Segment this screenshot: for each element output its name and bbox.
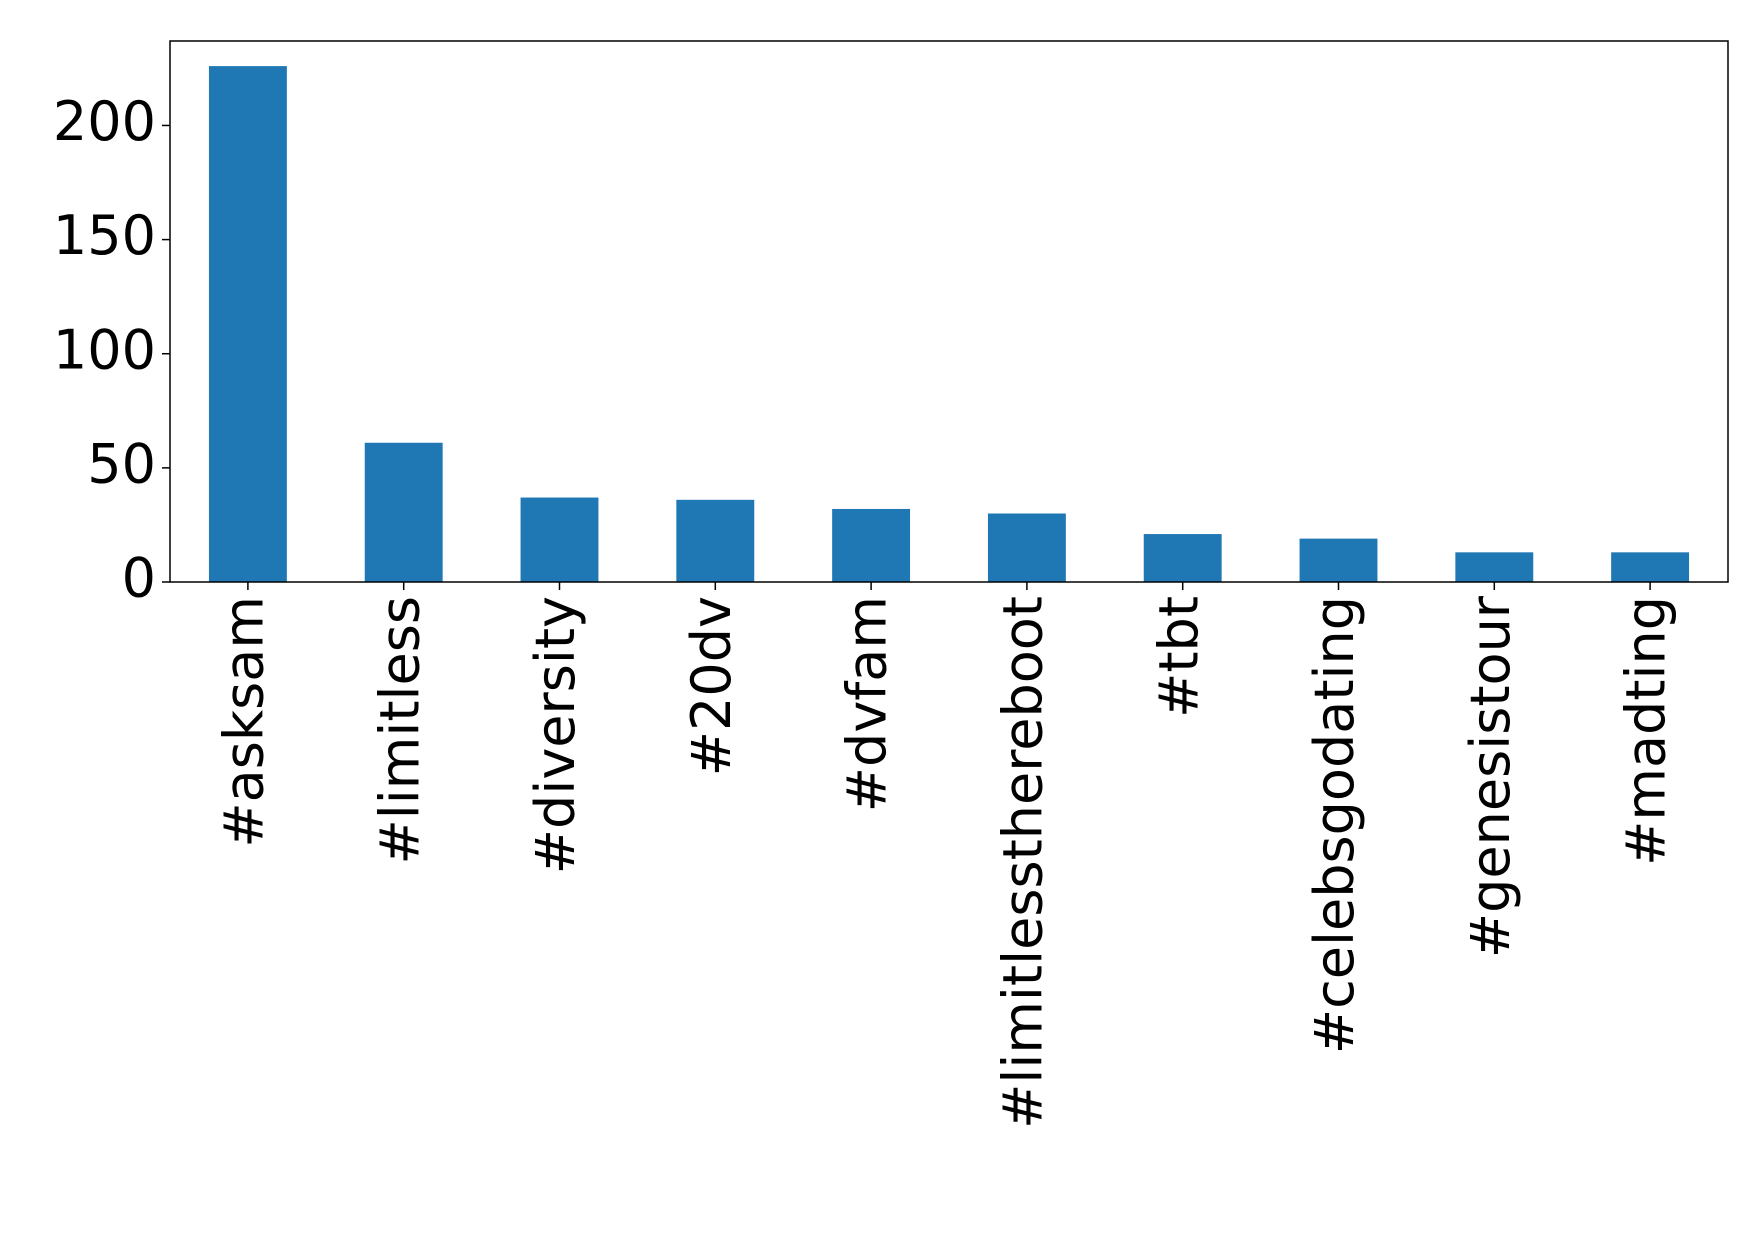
bar xyxy=(1455,552,1534,582)
x-tick-label: #genesistour xyxy=(1459,595,1522,958)
x-tick-label: #tbt xyxy=(1147,596,1210,718)
y-tick-label: 150 xyxy=(53,204,156,267)
bar xyxy=(1611,552,1690,582)
bar xyxy=(208,66,287,583)
x-tick-label: #dvfam xyxy=(836,596,899,812)
x-tick-label: #20dv xyxy=(680,596,743,776)
bar xyxy=(987,513,1066,582)
bar xyxy=(832,508,911,582)
y-tick-label: 50 xyxy=(87,433,156,496)
x-tick-label: #diversity xyxy=(524,596,587,874)
bar xyxy=(1143,534,1222,582)
y-tick-label: 0 xyxy=(122,547,156,610)
x-tick-label: #madting xyxy=(1615,596,1678,866)
plot-frame xyxy=(169,40,1729,583)
bar xyxy=(520,497,599,582)
x-tick-label: #limitlessthereboot xyxy=(992,596,1055,1129)
x-tick-label: #asksam xyxy=(213,596,276,848)
x-tick-label: #limitless xyxy=(368,596,431,865)
bar xyxy=(1299,538,1378,582)
bar xyxy=(676,499,755,582)
bar xyxy=(364,442,443,582)
y-tick-label: 200 xyxy=(53,90,156,153)
x-tick-label: #celebsgodating xyxy=(1303,596,1366,1054)
y-tick-label: 100 xyxy=(53,318,156,381)
